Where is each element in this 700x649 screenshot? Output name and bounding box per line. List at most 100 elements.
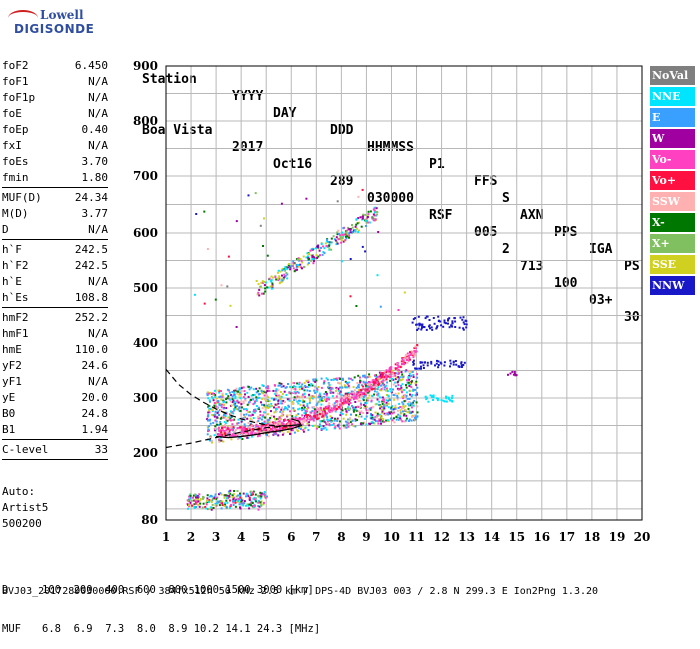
f-region-echo xyxy=(300,395,303,398)
nnw-echo xyxy=(438,319,440,322)
f-region-echo xyxy=(267,385,269,388)
o-trace-echo xyxy=(260,424,263,427)
second-hop-echo xyxy=(258,294,261,297)
f-region-echo xyxy=(380,422,382,425)
second-hop-echo xyxy=(310,248,313,251)
f-region-echo xyxy=(243,390,246,393)
f-region-echo xyxy=(232,399,235,402)
f-region-echo xyxy=(301,387,304,390)
e-region-echo xyxy=(206,497,209,500)
o-trace-echo xyxy=(345,395,348,398)
f-region-echo xyxy=(292,387,295,390)
param-value: 1.94 xyxy=(81,423,109,436)
o-trace-echo xyxy=(354,393,357,396)
f-region-echo xyxy=(361,395,364,397)
second-hop-echo xyxy=(330,248,333,251)
f-region-echo xyxy=(278,416,281,419)
f-region-echo xyxy=(214,427,217,430)
o-trace-echo xyxy=(282,419,285,421)
o-trace-echo xyxy=(252,428,255,431)
nnw-echo xyxy=(443,364,446,367)
f-region-echo xyxy=(325,392,328,395)
o-trace-echo xyxy=(385,371,387,373)
f-region-echo xyxy=(327,386,329,389)
o-trace-echo xyxy=(347,394,350,397)
f-region-echo xyxy=(355,386,358,389)
f-region-echo xyxy=(322,425,325,428)
o-trace-echo xyxy=(375,385,378,387)
nnw-echo xyxy=(449,359,452,362)
f-region-echo xyxy=(385,387,388,390)
f-region-echo xyxy=(339,411,342,414)
f-region-echo xyxy=(354,418,357,421)
e-region-echo xyxy=(236,498,239,501)
f-region-echo xyxy=(390,417,393,420)
e-region-echo xyxy=(251,491,254,494)
f-region-echo xyxy=(261,397,264,400)
o-trace-echo xyxy=(393,372,396,375)
second-hop-echo xyxy=(296,268,298,271)
legend-item: Vo+ xyxy=(650,171,695,190)
f-region-echo xyxy=(392,378,395,381)
o-trace-echo xyxy=(239,426,242,429)
second-hop-echo xyxy=(276,277,279,280)
nnw-echo xyxy=(461,318,464,321)
f-region-echo xyxy=(394,385,397,388)
second-hop-echo xyxy=(271,276,274,279)
f-region-echo xyxy=(284,407,287,410)
f-region-echo xyxy=(290,429,293,432)
e-region-echo xyxy=(239,507,242,510)
f-region-echo xyxy=(336,392,339,395)
f-region-echo xyxy=(256,435,259,438)
nnw-echo xyxy=(412,318,415,321)
f-region-echo xyxy=(266,419,269,422)
f-region-echo xyxy=(401,373,404,376)
e-region-echo xyxy=(228,491,231,494)
f-region-echo xyxy=(234,397,237,400)
f-region-echo xyxy=(269,417,272,419)
f-region-echo xyxy=(346,424,349,427)
f-region-echo xyxy=(397,413,400,416)
f-region-echo xyxy=(415,418,417,421)
o-trace-echo xyxy=(353,397,356,399)
f-region-echo xyxy=(284,401,286,403)
o-trace-echo xyxy=(322,407,325,410)
f-region-echo xyxy=(401,395,404,398)
f-region-echo xyxy=(232,412,235,415)
o-trace-echo xyxy=(317,417,320,420)
f-region-echo xyxy=(234,406,237,409)
f-region-echo xyxy=(262,392,264,395)
o-trace-echo xyxy=(245,434,248,437)
f-region-echo xyxy=(244,399,247,402)
o-trace-echo xyxy=(275,429,278,432)
f-region-echo xyxy=(394,392,397,395)
f-region-echo xyxy=(350,413,352,416)
o-trace-echo xyxy=(290,419,293,422)
f-region-echo xyxy=(214,425,217,428)
f-region-echo xyxy=(306,422,309,425)
f-region-echo xyxy=(377,394,380,397)
f-region-echo xyxy=(254,411,257,414)
nnw-echo xyxy=(426,361,429,364)
second-hop-echo xyxy=(256,293,259,296)
f-region-echo xyxy=(316,407,319,409)
f-region-echo xyxy=(255,396,258,399)
f-region-echo xyxy=(239,391,241,394)
param-row: hmE 110.0 xyxy=(2,342,108,358)
e-region-echo xyxy=(249,503,252,506)
nnw-echo xyxy=(418,322,421,325)
f-region-echo xyxy=(333,419,336,422)
f-region-echo xyxy=(411,394,414,396)
f-region-echo xyxy=(345,410,348,413)
f-region-echo xyxy=(219,404,222,407)
nne-echo xyxy=(445,397,448,400)
o-trace-echo xyxy=(394,367,397,370)
f-region-echo xyxy=(221,392,224,395)
f-region-echo xyxy=(368,373,371,376)
f-region-echo xyxy=(355,414,358,417)
f-region-echo xyxy=(207,406,209,408)
o-trace-echo xyxy=(234,433,237,436)
polarization-legend: NoVal NNE E W Vo- Vo+ SSW X- X+ SSE NNW xyxy=(650,66,695,297)
f-region-echo xyxy=(396,381,399,384)
o-trace-echo xyxy=(377,375,380,378)
